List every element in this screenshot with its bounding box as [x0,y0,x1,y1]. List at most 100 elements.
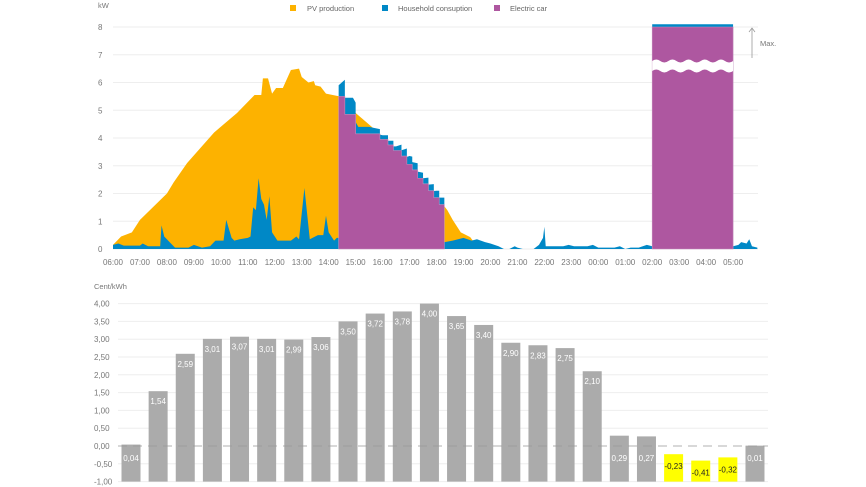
price-bar [691,460,711,482]
y-tick-label: 3,00 [94,335,110,344]
legend-label-electric-car: Electric car [510,4,548,13]
bar-data-label: -0,32 [719,465,738,474]
bar-data-label: 0,04 [123,454,139,463]
y-tick-label: -0,50 [94,460,113,469]
x-tick-label: 19:00 [453,258,474,267]
price-bar [636,436,656,482]
bar-data-label: 0,27 [639,454,655,463]
price-bar [501,342,521,482]
x-tick-label: 18:00 [427,258,448,267]
price-bar [718,457,738,482]
price-bar [582,371,602,482]
x-tick-label: 12:00 [265,258,286,267]
legend: PV production Household consuption Elect… [290,4,548,13]
x-tick-label: 23:00 [561,258,582,267]
bar-data-label: 0,01 [747,454,763,463]
bar-data-label: 3,07 [232,343,248,352]
x-tick-label: 04:00 [696,258,717,267]
bar-data-label: 3,01 [205,345,221,354]
x-tick-label: 01:00 [615,258,636,267]
bar-data-label: 2,10 [584,377,600,386]
bar-data-label: 2,83 [530,351,546,360]
x-tick-label: 17:00 [400,258,421,267]
y-tick-label: 1,50 [94,389,110,398]
price-bar [392,311,412,482]
x-tick-label: 15:00 [346,258,367,267]
legend-swatch-pv [290,5,296,11]
price-chart-bars: 0,04 1,54 2,59 3,01 3,07 3,01 2,99 3,06 3,50 3,72… [118,303,768,482]
x-tick-label: 14:00 [319,258,340,267]
price-bar [175,353,195,482]
y-tick-label: 2,50 [94,353,110,362]
legend-swatch-household [382,5,388,11]
bar-data-label: 3,78 [395,317,411,326]
price-chart-grid: 4,00 3,50 3,00 2,50 2,00 1,50 1,00 0,50 0,00 -0,5… [94,300,768,487]
bar-data-label: 3,01 [259,345,275,354]
y-tick-label: 3,50 [94,317,110,326]
y-tick-label: 0,00 [94,442,110,451]
bar-data-label: 4,00 [422,310,438,319]
x-tick-label: 11:00 [238,258,258,267]
x-tick-label: 02:00 [642,258,663,267]
price-bar [419,303,439,482]
bar-data-label: 1,54 [150,397,166,406]
bar-data-label: 2,90 [503,349,519,358]
price-bar [121,444,141,482]
axis-break-icon [652,59,734,73]
power-axis-label: kW [98,1,110,10]
price-bar [284,339,304,482]
x-tick-label: 09:00 [184,258,205,267]
legend-label-household: Household consuption [398,4,472,13]
y-tick-label: 2 [98,190,103,199]
price-bar [745,445,765,482]
x-tick-label: 07:00 [130,258,151,267]
price-bar [528,345,548,482]
price-bar [474,324,494,482]
price-bar [555,348,575,482]
y-tick-label: 4,00 [94,300,110,309]
y-tick-label: 7 [98,51,103,60]
price-bar [311,337,331,482]
bar-data-label: 0,29 [612,454,628,463]
price-bar [148,391,168,482]
x-tick-label: 21:00 [507,258,528,267]
y-tick-label: 8 [98,23,103,32]
bar-data-label: 3,65 [449,322,465,331]
y-tick-label: -1,00 [94,478,113,487]
bar-data-label: -0,23 [664,462,683,471]
max-label: Max. [760,39,776,48]
x-tick-label: 22:00 [534,258,555,267]
y-tick-label: 3 [98,162,103,171]
y-tick-label: 1 [98,217,103,226]
price-bar [609,435,629,482]
x-tick-label: 03:00 [669,258,690,267]
y-tick-label: 0 [98,245,103,254]
bar-data-label: 3,72 [367,320,383,329]
bar-data-label: 3,50 [340,327,356,336]
legend-swatch-electric-car [494,5,500,11]
y-tick-label: 5 [98,106,103,115]
electric-car-area [651,26,734,250]
x-tick-label: 08:00 [157,258,178,267]
y-tick-label: 1,00 [94,406,110,415]
x-tick-label: 00:00 [588,258,609,267]
x-tick-label: 10:00 [211,258,232,267]
legend-label-pv: PV production [307,4,354,13]
y-tick-label: 0,50 [94,424,110,433]
x-tick-label: 06:00 [103,258,124,267]
bar-data-label: -0,41 [692,469,711,478]
x-tick-label: 05:00 [723,258,744,267]
bar-data-label: 2,59 [177,360,193,369]
bar-data-label: 3,40 [476,331,492,340]
power-chart-ticks: 0 1 2 3 4 5 6 7 8 06:00 07:00 08:00 09:00 10:00 11:00 1… [98,23,744,267]
electric-car-area [338,96,445,250]
price-bar [257,338,277,482]
bar-data-label: 3,06 [313,343,329,352]
price-bar [202,338,222,482]
y-tick-label: 6 [98,79,103,88]
price-bar [338,321,358,482]
bar-data-label: 2,75 [557,354,573,363]
price-bar [365,313,385,482]
bar-data-label: 2,99 [286,346,302,355]
